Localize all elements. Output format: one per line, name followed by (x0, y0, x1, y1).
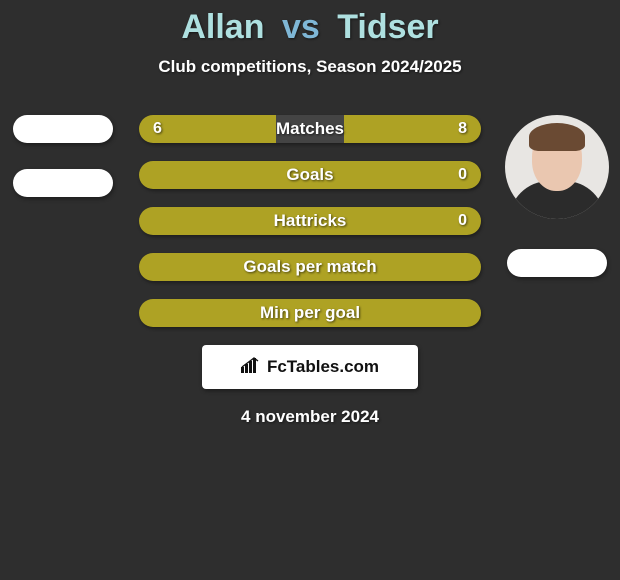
stat-bars: Matches68Goals0Hattricks0Goals per match… (139, 115, 481, 327)
right-player-column (502, 115, 612, 277)
vs-text: vs (282, 8, 320, 46)
bar-label: Matches (139, 115, 481, 143)
stat-bar-row: Matches6 8 (139, 115, 481, 143)
date-text: 4 november 2024 (0, 407, 620, 427)
brand-logo-text: FcTables.com (267, 357, 379, 377)
bar-right-value: 0 (458, 161, 467, 189)
stat-bar-row: Min per goal (139, 299, 481, 327)
bars-icon (241, 357, 263, 378)
bar-right-value: 0 (458, 207, 467, 235)
bar-label: Hattricks (139, 207, 481, 235)
club-pill (13, 115, 113, 143)
brand-logo-box: FcTables.com (202, 345, 418, 389)
stat-bar-row: Goals0 (139, 161, 481, 189)
comparison-title: Allan vs Tidser (0, 0, 620, 47)
club-pill (507, 249, 607, 277)
player2-name: Tidser (337, 8, 438, 46)
bar-label: Min per goal (139, 299, 481, 327)
bar-label: Goals per match (139, 253, 481, 281)
bar-left-value: 6 (153, 115, 162, 143)
club-pill (13, 169, 113, 197)
subtitle: Club competitions, Season 2024/2025 (0, 57, 620, 77)
comparison-body: Matches68Goals0Hattricks0Goals per match… (0, 115, 620, 427)
bar-label: Goals (139, 161, 481, 189)
left-player-column (8, 115, 118, 197)
player1-name: Allan (181, 8, 264, 46)
stat-bar-row: Hattricks0 (139, 207, 481, 235)
stat-bar-row: Goals per match (139, 253, 481, 281)
player-avatar (505, 115, 609, 219)
bar-right-value: 8 (458, 115, 467, 143)
